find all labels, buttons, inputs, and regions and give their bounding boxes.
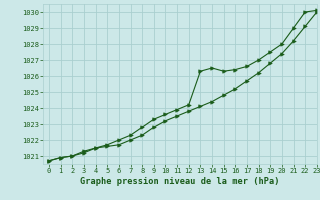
X-axis label: Graphe pression niveau de la mer (hPa): Graphe pression niveau de la mer (hPa) [80,177,280,186]
